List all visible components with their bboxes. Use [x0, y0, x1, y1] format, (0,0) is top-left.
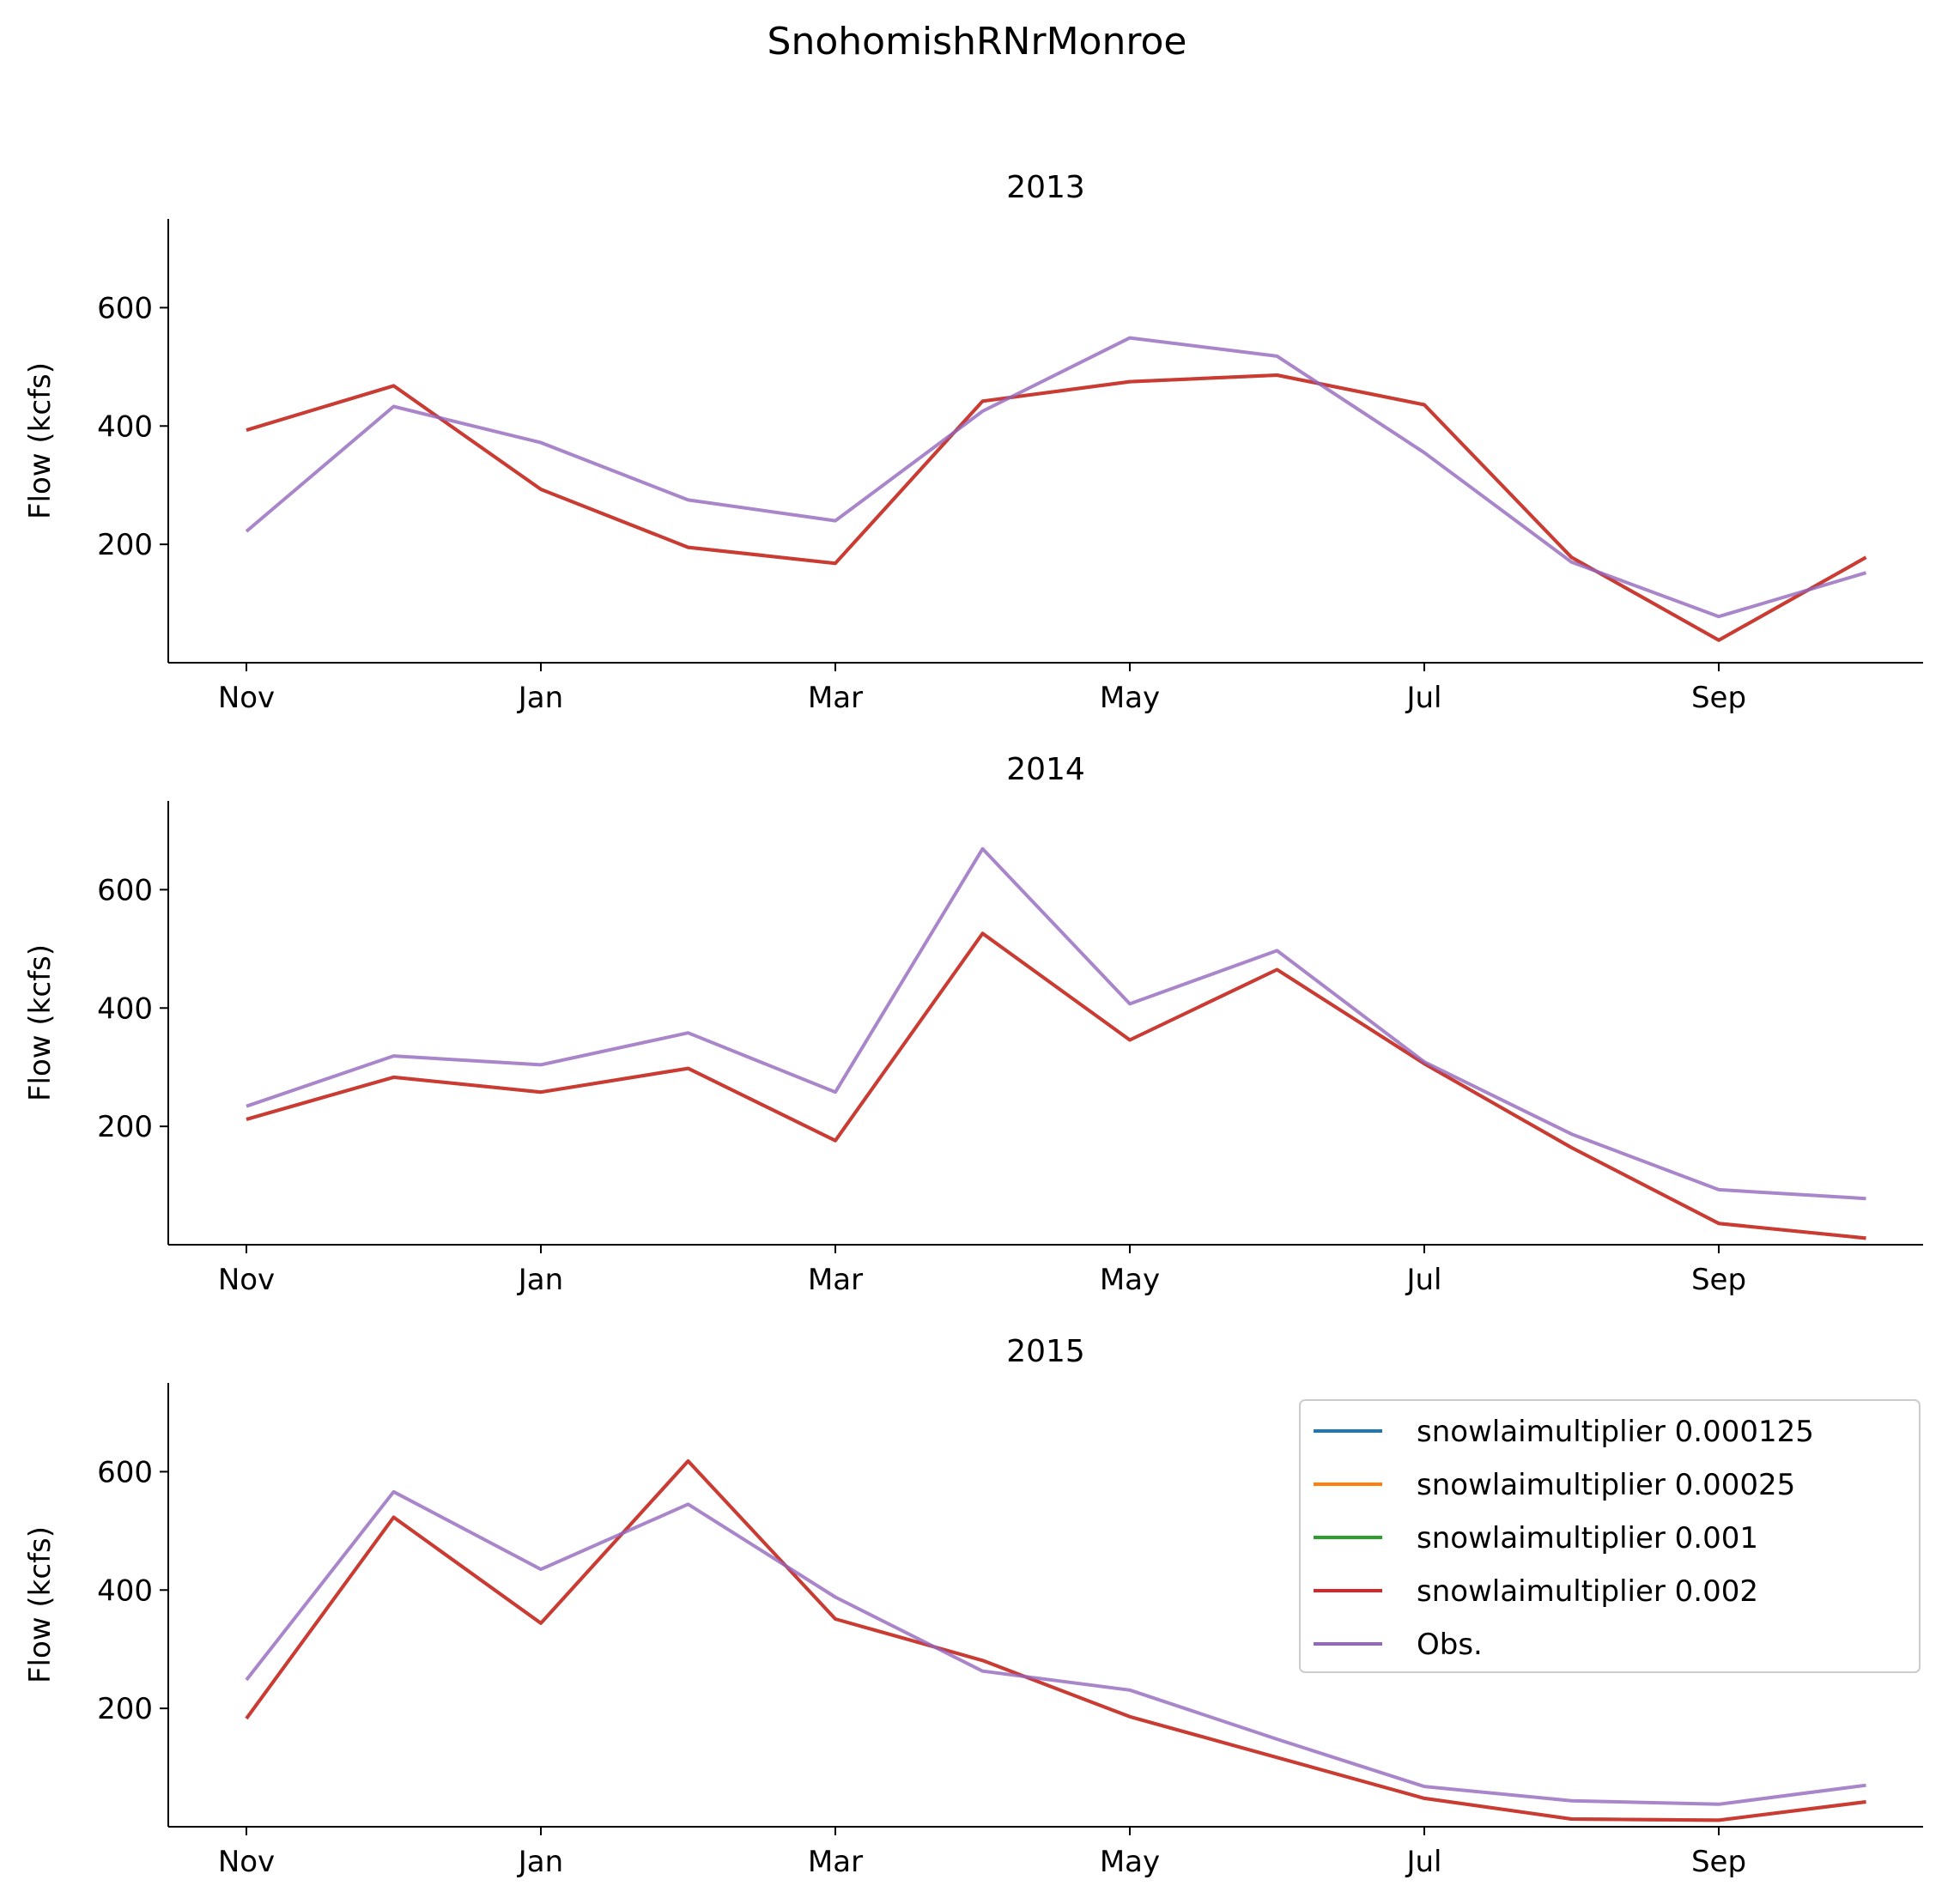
- panel-title-2013: 2013: [1006, 170, 1085, 205]
- series-line-obs-: [245, 336, 1867, 619]
- x-tick-label: Jul: [1405, 681, 1441, 715]
- legend-entry: snowlaimultiplier 0.002: [1417, 1574, 1758, 1609]
- y-tick-label: 400: [97, 991, 153, 1026]
- y-tick-label: 600: [97, 291, 153, 325]
- x-tick-label: Nov: [218, 1845, 275, 1879]
- x-tick-label: Jan: [517, 681, 563, 715]
- x-tick-label: May: [1100, 1263, 1160, 1297]
- y-axis-label: Flow (kcfs): [23, 1526, 58, 1683]
- x-tick-label: Sep: [1691, 1845, 1746, 1879]
- x-tick-label: May: [1100, 681, 1160, 715]
- y-axis-label: Flow (kcfs): [23, 362, 58, 519]
- legend-entry: snowlaimultiplier 0.000125: [1417, 1415, 1814, 1449]
- x-tick-label: Nov: [218, 1263, 275, 1297]
- x-tick-label: Mar: [808, 1845, 863, 1879]
- legend-box: [1299, 1399, 1921, 1673]
- panel-title-2015: 2015: [1006, 1334, 1085, 1369]
- x-tick-label: Jul: [1405, 1845, 1441, 1879]
- series-line-snowlaimultiplier-0-001: [246, 373, 1867, 642]
- legend-entry: snowlaimultiplier 0.00025: [1417, 1468, 1795, 1502]
- y-tick-label: 400: [97, 409, 153, 444]
- y-tick-label: 200: [97, 1110, 153, 1144]
- y-tick-label: 600: [97, 873, 153, 907]
- x-tick-label: Mar: [808, 1263, 863, 1297]
- x-tick-label: Sep: [1691, 1263, 1746, 1297]
- y-axis-label: Flow (kcfs): [23, 944, 58, 1101]
- x-tick-label: Nov: [218, 681, 275, 715]
- x-tick-label: Jul: [1405, 1263, 1441, 1297]
- series-line-snowlaimultiplier-0-000125: [246, 373, 1867, 642]
- x-tick-label: Jan: [517, 1263, 563, 1297]
- series-line-obs-: [245, 1489, 1866, 1806]
- panel-title-2014: 2014: [1006, 752, 1085, 787]
- x-tick-label: Mar: [808, 681, 863, 715]
- y-tick-label: 200: [97, 528, 153, 562]
- x-tick-label: Jan: [517, 1845, 563, 1879]
- series-line-snowlaimultiplier-0-00025: [246, 373, 1867, 642]
- x-tick-label: May: [1100, 1845, 1160, 1879]
- y-tick-label: 600: [97, 1455, 153, 1489]
- series-line-snowlaimultiplier-0-002: [245, 1459, 1866, 1822]
- series-line-snowlaimultiplier-0-002: [246, 931, 1866, 1240]
- y-tick-label: 200: [97, 1692, 153, 1726]
- x-tick-label: Sep: [1691, 681, 1746, 715]
- legend-entry: Obs.: [1417, 1628, 1483, 1662]
- y-tick-label: 400: [97, 1574, 153, 1608]
- series-line-obs-: [246, 846, 1866, 1201]
- legend-entry: snowlaimultiplier 0.001: [1417, 1521, 1758, 1555]
- figure-title: SnohomishRNrMonroe: [768, 20, 1187, 64]
- series-line-snowlaimultiplier-0-002: [246, 373, 1867, 642]
